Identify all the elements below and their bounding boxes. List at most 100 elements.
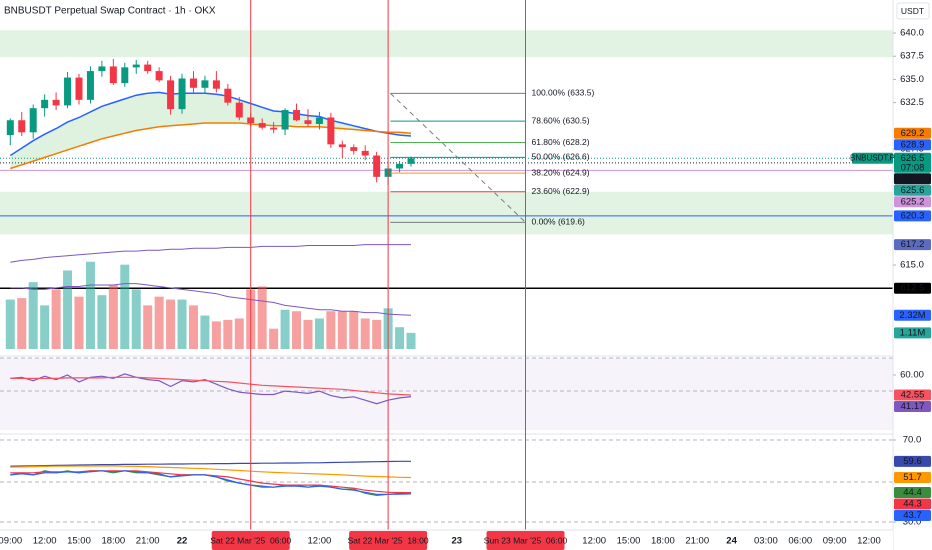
vertical-label-box (349, 531, 428, 550)
volume-bar (395, 327, 405, 349)
volume-bar (63, 270, 73, 349)
volume-bar (28, 282, 38, 349)
y-tick-label: 615.0 (900, 260, 924, 271)
volume-bar (257, 286, 267, 349)
candle-body (155, 71, 163, 81)
x-tick-label: 12:00 (308, 536, 332, 547)
price-tag-label: 43.7 (903, 510, 922, 521)
zone (0, 30, 893, 58)
volume-bar (223, 319, 233, 349)
price-tag (894, 152, 931, 173)
volume-bar (292, 311, 302, 349)
price-tag-label: 44.4 (903, 487, 922, 498)
candle-body (361, 150, 369, 156)
candle-body (235, 102, 243, 118)
price-tag (894, 210, 931, 222)
price-tag-label: 617.2 (901, 239, 925, 250)
candle-body (18, 120, 26, 133)
candle-body (396, 163, 404, 169)
x-tick-label: 18:00 (101, 536, 125, 547)
y-tick-label: 632.5 (900, 97, 924, 108)
candle-body (6, 120, 14, 136)
candle-body (178, 78, 186, 110)
volume-bar (17, 298, 27, 349)
volume-bar (5, 299, 15, 349)
volume-bar (211, 321, 221, 349)
x-tick-label: 12:00 (582, 536, 606, 547)
volume-bar (280, 309, 290, 349)
volume-bar (188, 305, 198, 349)
candle-body (29, 108, 37, 133)
candle-body (64, 77, 72, 106)
x-tick-label: 18:00 (651, 536, 675, 547)
candle-body (293, 110, 301, 121)
volume-bar (40, 305, 50, 349)
candle-body (201, 80, 209, 88)
fib-label: 50.00% (626.6) (531, 152, 589, 162)
volume-bar (303, 319, 313, 349)
volume-bar (337, 311, 347, 349)
price-tag (894, 196, 931, 208)
x-tick-label: 09:00 (823, 536, 847, 547)
price-tag (894, 173, 931, 185)
price-tag (894, 401, 931, 413)
volume-bar (166, 299, 176, 349)
fib-label: 0.00% (619.6) (531, 217, 585, 227)
price-tag (894, 282, 931, 294)
candle-body (75, 77, 83, 100)
candle-body (315, 117, 323, 124)
volume-bar (97, 295, 107, 349)
price-tag-label: 612.5 (901, 283, 925, 294)
price-tag (894, 327, 931, 339)
vertical-label: Sat 22 Mar '25 06:00 (210, 535, 291, 545)
y-tick-label: 70.0 (903, 435, 922, 446)
fib-label: 78.60% (630.5) (531, 115, 589, 125)
fib-label: 100.00% (633.5) (531, 88, 594, 98)
currency-box (896, 2, 930, 20)
indicator-line (10, 373, 412, 405)
zone (0, 191, 893, 235)
price-tag-label: 620.3 (901, 210, 925, 221)
x-tick-label: 24 (726, 536, 737, 547)
price-tag (894, 472, 931, 484)
volume-bar (120, 264, 130, 349)
price-tag-label: 51.7 (903, 472, 922, 483)
candle-body (52, 99, 60, 106)
indicator-line (10, 460, 411, 467)
indicator-line (10, 376, 412, 396)
indicator-line (10, 470, 412, 495)
volume-bar (74, 296, 84, 349)
x-tick-label: 09:00 (0, 536, 22, 547)
indicator-line (10, 283, 412, 316)
price-tag-label: 44.3 (903, 498, 922, 509)
x-tick-label: 15:00 (617, 536, 641, 547)
volume-bar (349, 311, 359, 349)
candle-body (224, 88, 232, 103)
x-tick-label: 21:00 (136, 536, 160, 547)
price-tag (894, 239, 931, 251)
price-tag-label: 1.11M (900, 327, 926, 338)
countdown: 07:08 (901, 162, 925, 173)
volume-bar (131, 289, 141, 349)
price-tag-label: 628.9 (901, 139, 925, 150)
price-tag-label: 625.6 (901, 185, 925, 196)
candle-body (281, 110, 289, 130)
candle-body (98, 66, 106, 72)
y-tick-label: 60.00 (900, 370, 924, 381)
x-tick-label: 23 (452, 536, 463, 547)
price-tag (894, 184, 931, 196)
y-tick-label: 30.0 (903, 517, 922, 528)
volume-bar (234, 318, 244, 349)
candle-body (327, 117, 335, 145)
ma-cloud (10, 92, 412, 169)
volume-bar (51, 289, 61, 349)
candle-body (258, 123, 266, 128)
candle-body (41, 99, 49, 109)
volume-bar (85, 261, 95, 349)
volume-bar (269, 328, 279, 349)
volume-bar (177, 299, 187, 349)
candle-body (407, 158, 415, 164)
fib-label: 38.20% (624.9) (531, 167, 589, 177)
candle-body (167, 80, 175, 110)
vertical-label-box (211, 531, 290, 550)
